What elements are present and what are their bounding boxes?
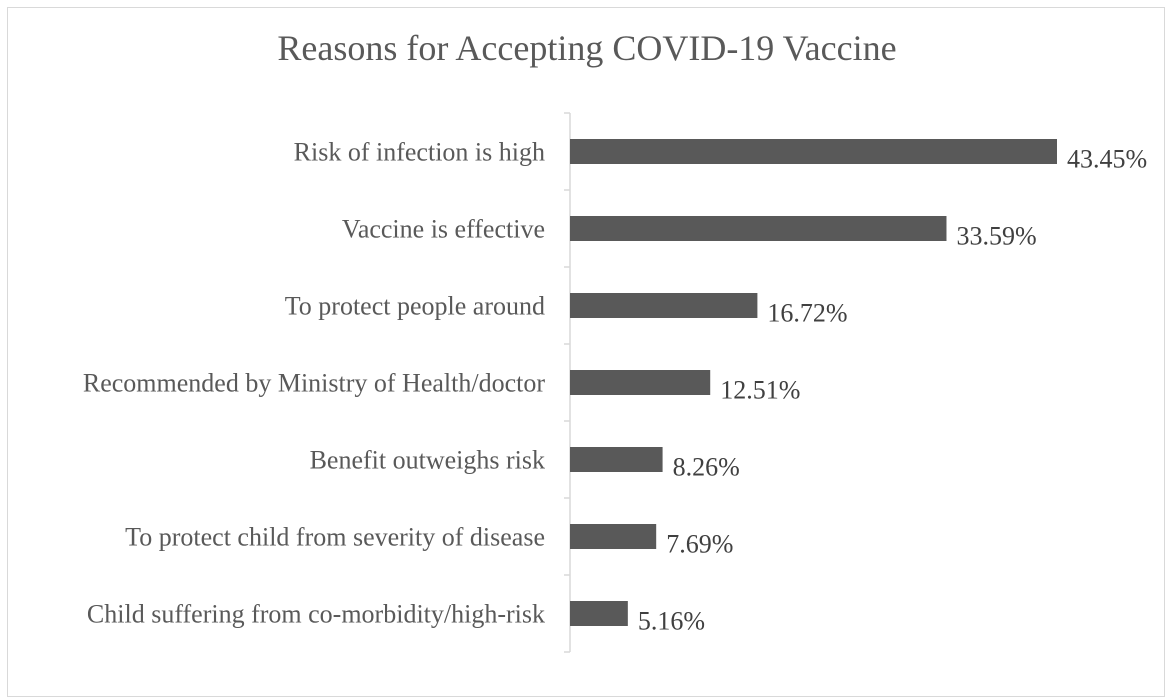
bar: [570, 139, 1057, 164]
bar: [570, 216, 947, 241]
bar-chart: Reasons for Accepting COVID-19 Vaccine R…: [83, 28, 1147, 653]
data-label: 7.69%: [666, 530, 733, 559]
data-label: 16.72%: [767, 299, 847, 328]
category-label: Risk of infection is high: [294, 138, 545, 167]
category-label: To protect people around: [285, 292, 545, 321]
chart-title: Reasons for Accepting COVID-19 Vaccine: [277, 28, 896, 68]
bar: [570, 447, 663, 472]
data-label: 33.59%: [956, 222, 1036, 251]
bars: [570, 139, 1057, 626]
category-label: To protect child from severity of diseas…: [125, 523, 545, 552]
bar: [570, 601, 628, 626]
data-labels: 43.45% 33.59% 16.72% 12.51% 8.26% 7.69% 5.16%: [638, 145, 1147, 636]
category-labels: Risk of infection is high Vaccine is effe…: [83, 138, 545, 629]
data-label: 43.45%: [1067, 145, 1147, 174]
bar: [570, 524, 657, 549]
bar: [570, 293, 758, 318]
chart-frame: [7, 7, 1165, 697]
data-label: 12.51%: [720, 376, 800, 405]
category-label: Vaccine is effective: [342, 215, 545, 244]
category-label: Child suffering from co-morbidity/high-r…: [87, 600, 545, 629]
category-label: Benefit outweighs risk: [310, 446, 545, 475]
category-label: Recommended by Ministry of Health/doctor: [83, 369, 545, 398]
bar: [570, 370, 711, 395]
category-axis: [564, 112, 571, 653]
data-label: 8.26%: [673, 453, 740, 482]
data-label: 5.16%: [638, 607, 705, 636]
